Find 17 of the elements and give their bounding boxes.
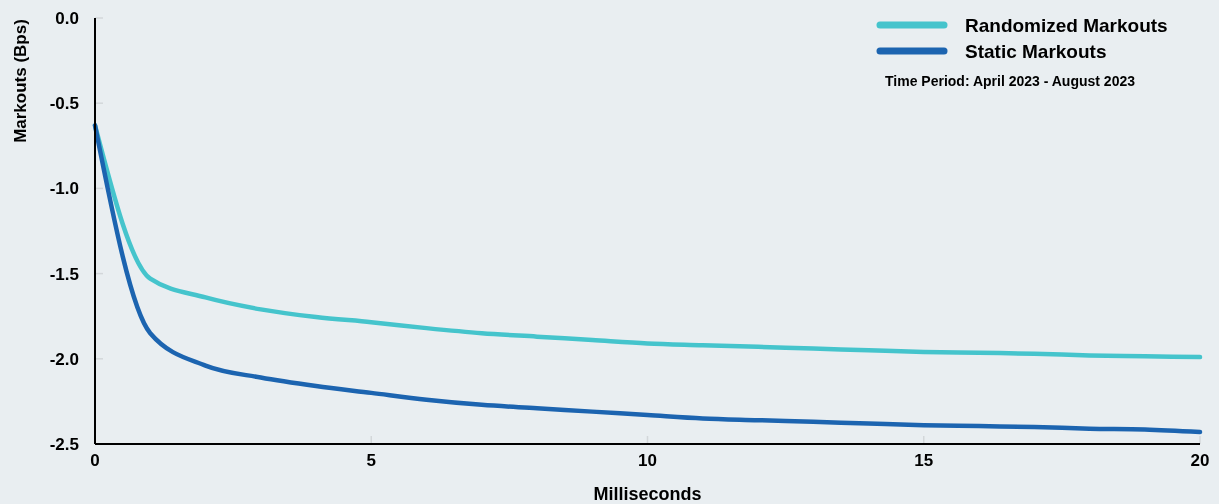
x-tick-label: 10	[638, 451, 657, 470]
y-axis-title: Markouts (Bps)	[11, 19, 30, 143]
y-tick-label: -2.5	[49, 434, 79, 454]
y-tick-label: -0.5	[49, 94, 79, 114]
x-tick-label: 20	[1190, 451, 1210, 470]
y-tick-label: -2.0	[49, 349, 79, 369]
legend-label: Static Markouts	[965, 40, 1107, 62]
x-tick-label: 0	[90, 451, 100, 470]
legend-label: Randomized Markouts	[965, 14, 1168, 36]
line-series	[92, 123, 1203, 435]
x-axis-title: Milliseconds	[593, 484, 702, 504]
y-tick-label: -1.0	[49, 179, 79, 199]
y-tick-label: -1.5	[49, 264, 79, 284]
x-tick-label: 5	[366, 451, 376, 470]
x-tick-label: 15	[914, 451, 934, 470]
y-tick-label: 0.0	[55, 8, 79, 28]
annotation: Time Period: April 2023 - August 2023	[885, 73, 1136, 89]
